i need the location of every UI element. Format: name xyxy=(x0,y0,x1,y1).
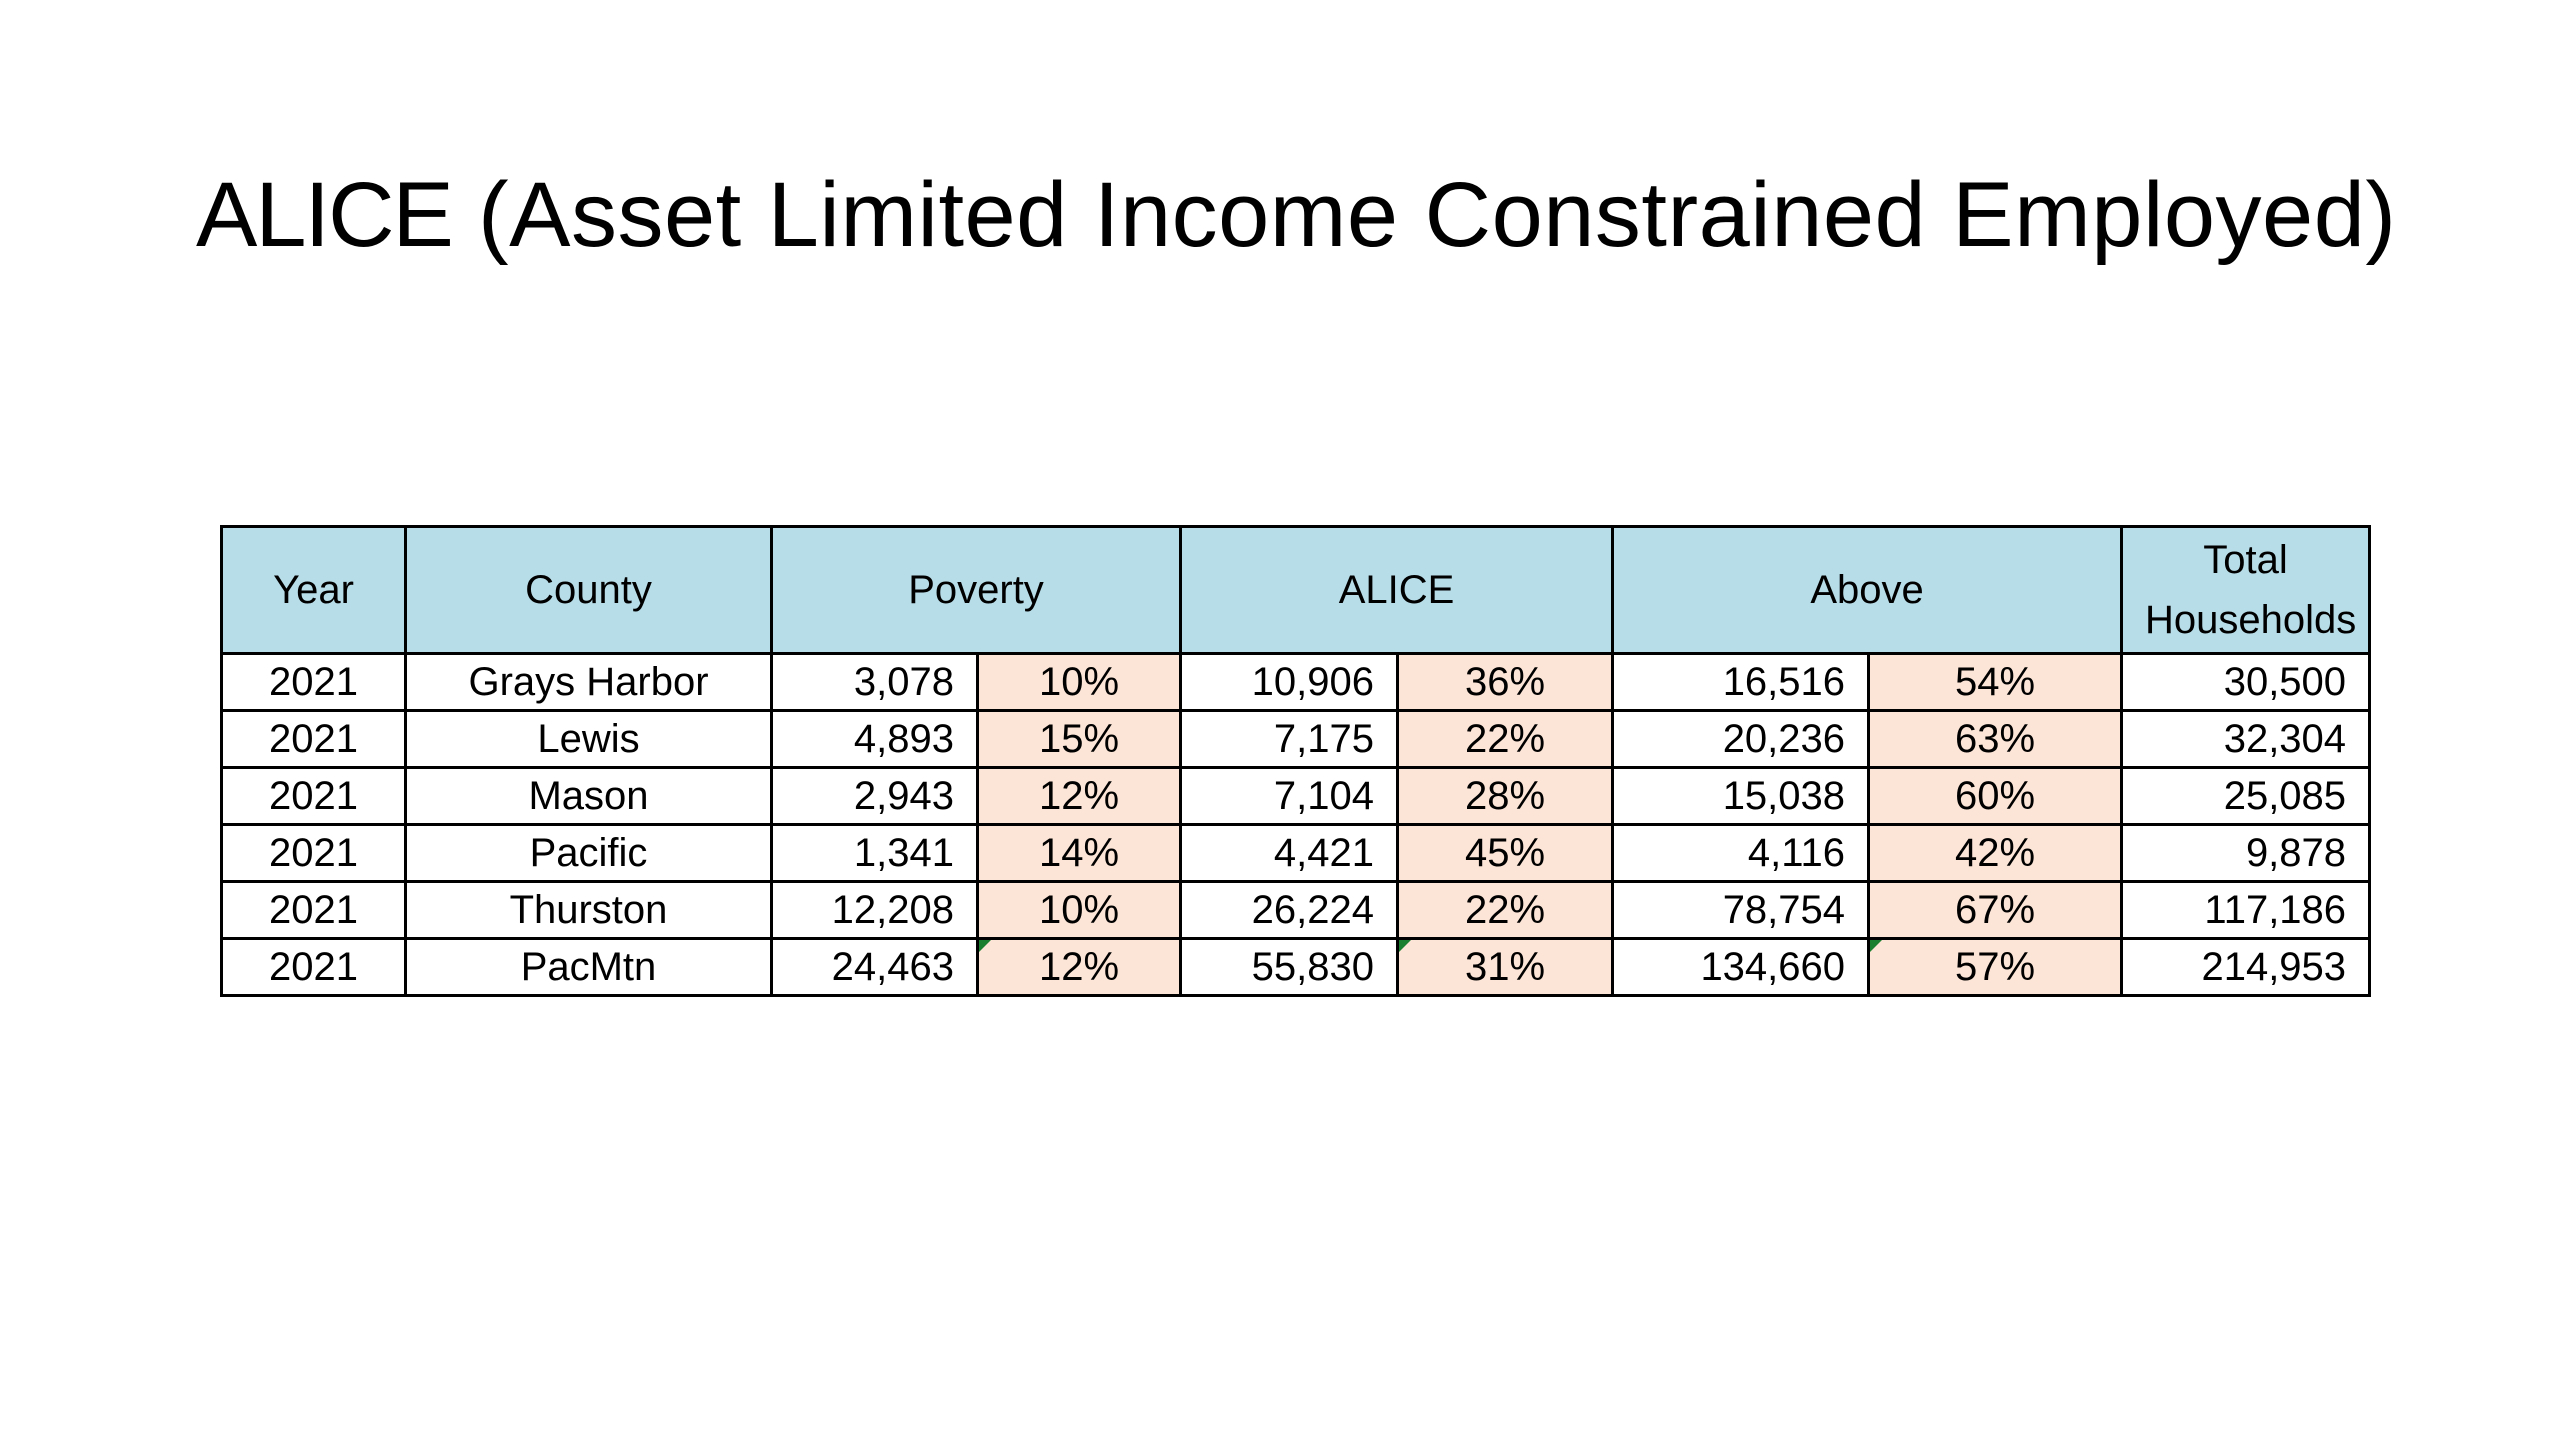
alice-table: Year County Poverty ALICE Above Total Ho… xyxy=(220,525,2372,997)
cell-above-count: 20,236 xyxy=(1611,709,1871,769)
cell-alice-pct: 28% xyxy=(1396,766,1615,826)
cell-year: 2021 xyxy=(220,766,407,826)
cell-total: 32,304 xyxy=(2120,709,2372,769)
cell-poverty-count: 4,893 xyxy=(770,709,979,769)
cell-total: 214,953 xyxy=(2120,937,2372,997)
cell-county: Thurston xyxy=(404,880,773,940)
cell-year: 2021 xyxy=(220,937,407,997)
cell-alice-pct: 45% xyxy=(1396,823,1615,883)
table-row: 2021 Mason 2,943 12% 7,104 28% 15,038 60% 25,085 xyxy=(220,766,2372,826)
title-expansion: (Asset Limited Income Constrained Employ… xyxy=(477,164,2397,266)
cell-year: 2021 xyxy=(220,709,407,769)
cell-above-pct: 60% xyxy=(1867,766,2124,826)
cell-poverty-pct: 12% xyxy=(975,766,1183,826)
table-row: 2021 Grays Harbor 3,078 10% 10,906 36% 16,516 5… xyxy=(220,652,2372,712)
cell-poverty-pct: 10% xyxy=(975,652,1183,712)
cell-total: 9,878 xyxy=(2120,823,2372,883)
cell-alice-pct: 31% xyxy=(1396,937,1615,997)
cell-above-count: 134,660 xyxy=(1611,937,1871,997)
cell-poverty-pct: 14% xyxy=(975,823,1183,883)
cell-above-pct: 63% xyxy=(1867,709,2124,769)
cell-alice-pct: 22% xyxy=(1396,709,1615,769)
cell-year: 2021 xyxy=(220,880,407,940)
cell-above-pct: 54% xyxy=(1867,652,2124,712)
cell-alice-count: 26,224 xyxy=(1179,880,1400,940)
cell-alice-count: 10,906 xyxy=(1179,652,1400,712)
title-acronym: ALICE xyxy=(196,164,454,266)
cell-above-pct: 42% xyxy=(1867,823,2124,883)
cell-county: Lewis xyxy=(404,709,773,769)
header-year: Year xyxy=(220,525,407,655)
cell-above-pct: 67% xyxy=(1867,880,2124,940)
cell-alice-count: 4,421 xyxy=(1179,823,1400,883)
table-row: 2021 Pacific 1,341 14% 4,421 45% 4,116 42% 9,878 xyxy=(220,823,2372,883)
cell-poverty-pct: 12% xyxy=(975,937,1183,997)
table-row: 2021 Lewis 4,893 15% 7,175 22% 20,236 63% 32,304 xyxy=(220,709,2372,769)
cell-poverty-count: 1,341 xyxy=(770,823,979,883)
cell-county: Pacific xyxy=(404,823,773,883)
cell-county: PacMtn xyxy=(404,937,773,997)
cell-county: Mason xyxy=(404,766,773,826)
header-poverty: Poverty xyxy=(769,525,1183,655)
header-alice: ALICE xyxy=(1179,525,1615,655)
table-header: Year County Poverty ALICE Above Total Ho… xyxy=(220,525,2372,655)
cell-poverty-count: 24,463 xyxy=(770,937,979,997)
cell-poverty-pct: 15% xyxy=(975,709,1183,769)
cell-poverty-pct: 10% xyxy=(975,880,1183,940)
cell-total: 30,500 xyxy=(2120,652,2372,712)
cell-year: 2021 xyxy=(220,823,407,883)
cell-alice-pct: 22% xyxy=(1396,880,1615,940)
cell-above-count: 15,038 xyxy=(1611,766,1871,826)
cell-alice-count: 7,104 xyxy=(1179,766,1400,826)
table-row: 2021 Thurston 12,208 10% 26,224 22% 78,754 67% 1… xyxy=(220,880,2372,940)
cell-year: 2021 xyxy=(220,652,407,712)
cell-total: 117,186 xyxy=(2120,880,2372,940)
cell-alice-count: 7,175 xyxy=(1179,709,1400,769)
header-total-households: Total Households xyxy=(2120,525,2372,655)
cell-alice-count: 55,830 xyxy=(1179,937,1400,997)
header-county: County xyxy=(404,525,773,655)
cell-above-count: 4,116 xyxy=(1611,823,1871,883)
table-row: 2021 PacMtn 24,463 12% 55,830 31% 134,660 57% 21… xyxy=(220,937,2372,997)
cell-above-count: 78,754 xyxy=(1611,880,1871,940)
cell-poverty-count: 3,078 xyxy=(770,652,979,712)
slide-title: ALICE (Asset Limited Income Constrained … xyxy=(196,150,2397,280)
cell-above-count: 16,516 xyxy=(1611,652,1871,712)
cell-county: Grays Harbor xyxy=(404,652,773,712)
cell-total: 25,085 xyxy=(2120,766,2372,826)
cell-poverty-count: 12,208 xyxy=(770,880,979,940)
cell-alice-pct: 36% xyxy=(1396,652,1615,712)
header-row: Year County Poverty ALICE Above Total Ho… xyxy=(220,525,2372,655)
header-above: Above xyxy=(1611,525,2124,655)
cell-above-pct: 57% xyxy=(1867,937,2124,997)
table-body: 2021 Grays Harbor 3,078 10% 10,906 36% 16,516 5… xyxy=(220,652,2372,997)
cell-poverty-count: 2,943 xyxy=(770,766,979,826)
